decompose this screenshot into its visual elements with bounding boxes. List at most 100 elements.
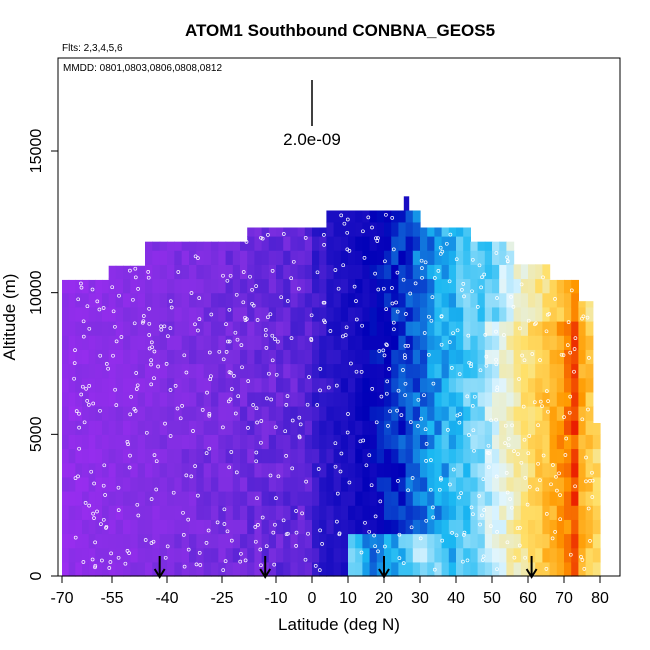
- heatmap-cell: [405, 391, 414, 407]
- heatmap-cell: [247, 533, 255, 549]
- heatmap-cell: [283, 491, 291, 506]
- heatmap-cell: [326, 236, 335, 251]
- observation-point: [439, 342, 444, 347]
- heatmap-cell: [137, 491, 146, 506]
- heatmap-cell: [492, 391, 500, 407]
- heatmap-cell: [232, 241, 241, 251]
- observation-point: [322, 300, 327, 305]
- observation-points: [72, 212, 595, 572]
- observation-point: [81, 319, 86, 324]
- heatmap-cell: [398, 561, 407, 577]
- heatmap-cell: [412, 210, 421, 223]
- heatmap-cell: [75, 279, 83, 294]
- heatmap-cell: [333, 363, 342, 379]
- heatmap-cell: [333, 505, 342, 520]
- heatmap-cell: [564, 519, 572, 535]
- heatmap-cell: [304, 377, 313, 393]
- heatmap-cell: [108, 363, 117, 379]
- heatmap-cell: [398, 377, 407, 393]
- heatmap-cell: [108, 462, 117, 478]
- heatmap-cell: [130, 519, 139, 535]
- heatmap-cell: [376, 363, 385, 379]
- observation-point: [318, 528, 322, 533]
- heatmap-cell: [391, 221, 399, 237]
- heatmap-cell: [88, 377, 96, 393]
- heatmap-cell: [82, 279, 90, 294]
- observation-point: [233, 411, 238, 416]
- heatmap-cell: [152, 391, 161, 407]
- heatmap-cell: [348, 476, 356, 492]
- observation-point: [163, 421, 167, 426]
- heatmap-cell: [384, 306, 392, 322]
- heatmap-cell: [477, 519, 486, 535]
- heatmap-cell: [108, 448, 117, 464]
- heatmap-cell: [470, 519, 479, 535]
- heatmap-cell: [167, 434, 175, 450]
- heatmap-cell: [211, 363, 219, 379]
- heatmap-cell: [115, 547, 124, 563]
- heatmap-cell: [456, 448, 464, 464]
- heatmap-cell: [82, 306, 90, 322]
- heatmap-cell: [542, 448, 551, 464]
- heatmap-cell: [499, 533, 507, 549]
- observation-point: [419, 416, 424, 421]
- heatmap-cell: [340, 236, 349, 251]
- heatmap-cell: [283, 264, 291, 280]
- heatmap-cell: [333, 491, 342, 506]
- heatmap-cell: [434, 292, 443, 308]
- heatmap-cell: [470, 476, 479, 492]
- observation-point: [478, 368, 483, 373]
- heatmap-cell: [513, 292, 522, 308]
- heatmap-cell: [95, 377, 103, 393]
- heatmap-cell: [355, 519, 363, 535]
- observation-point: [315, 403, 320, 407]
- heatmap-cell: [340, 264, 349, 280]
- heatmap-cell: [535, 406, 543, 421]
- observation-point: [448, 232, 453, 237]
- heatmap-cell: [68, 321, 76, 336]
- heatmap-cell: [391, 349, 399, 365]
- observation-point: [239, 343, 244, 347]
- heatmap-cell: [115, 462, 124, 478]
- heatmap-cell: [441, 519, 450, 535]
- observation-point: [254, 450, 259, 455]
- observation-point: [354, 369, 359, 374]
- heatmap-cell: [297, 377, 306, 393]
- heatmap-cell: [247, 335, 255, 350]
- heatmap-cell: [434, 278, 443, 294]
- heatmap-cell: [326, 406, 335, 421]
- heatmap-cell: [276, 434, 284, 450]
- heatmap-cell: [405, 292, 414, 308]
- observation-point: [221, 273, 225, 278]
- heatmap-cell: [62, 279, 70, 294]
- heatmap-cell: [203, 448, 212, 464]
- observation-point: [403, 344, 408, 348]
- observation-point: [342, 221, 347, 226]
- heatmap-cell: [556, 462, 565, 478]
- heatmap-cell: [492, 505, 500, 520]
- observation-point: [551, 463, 555, 467]
- heatmap-cell: [578, 434, 587, 450]
- heatmap-cell: [225, 434, 234, 450]
- heatmap-cell: [319, 505, 327, 520]
- heatmap-cell: [312, 420, 320, 435]
- heatmap-cell: [470, 292, 479, 308]
- heatmap-cell: [528, 363, 536, 379]
- observation-point: [244, 240, 249, 244]
- heatmap-cell: [448, 462, 457, 478]
- heatmap-cell: [290, 476, 299, 492]
- heatmap-cell: [203, 377, 212, 393]
- observation-point: [522, 437, 527, 442]
- heatmap-cell: [369, 306, 378, 322]
- heatmap-cell: [477, 306, 486, 322]
- heatmap-cell: [477, 505, 486, 520]
- heatmap-cell: [211, 264, 219, 280]
- observation-point: [300, 511, 304, 516]
- heatmap-cell: [542, 420, 551, 435]
- heatmap-cell: [362, 519, 371, 535]
- heatmap-cell: [276, 236, 284, 251]
- observation-point: [538, 478, 542, 483]
- heatmap-cell: [312, 476, 320, 492]
- heatmap-cell: [564, 391, 572, 407]
- heatmap-cell: [232, 547, 241, 563]
